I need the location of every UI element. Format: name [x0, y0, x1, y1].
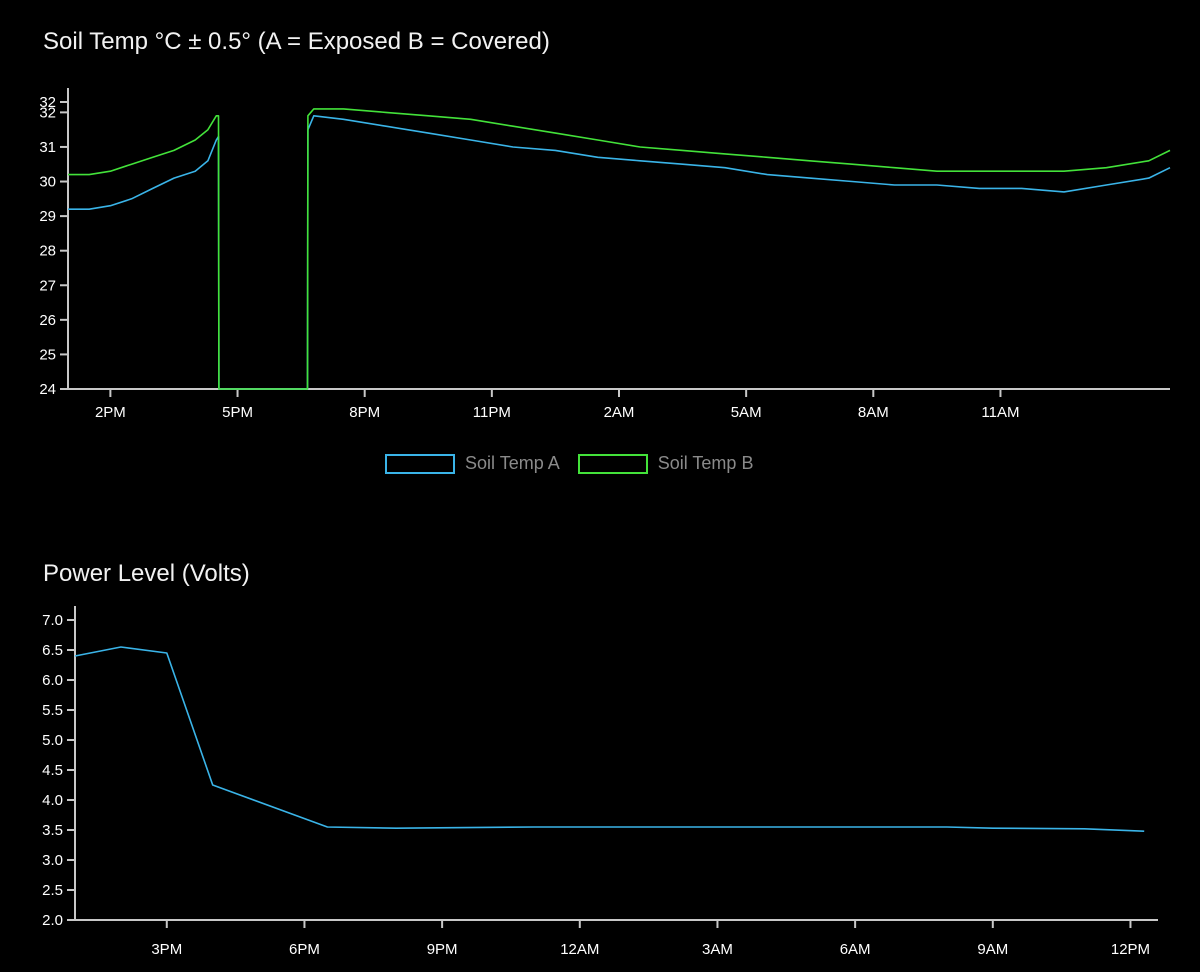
power-y-tick-label: 3.5	[42, 822, 63, 839]
soil-y-tick-label: 25	[39, 346, 56, 363]
soil-y-tick-label: 24	[39, 381, 56, 398]
legend-swatch-soil-temp-b	[577, 453, 648, 474]
soil-y-tick-label: 31	[39, 139, 56, 156]
power-y-tick-label: 4.5	[42, 762, 63, 779]
power-series-line-1	[74, 646, 1145, 832]
power-x-tick-label: 3AM	[702, 941, 733, 958]
soil-y-tick-label: 27	[39, 277, 56, 294]
power-x-tick-label: 9AM	[977, 941, 1008, 958]
power-y-tick-label: 7.0	[42, 612, 63, 629]
soil-x-tick-label: 8AM	[858, 404, 889, 421]
soil-temp-legend: Soil Temp A Soil Temp B	[385, 453, 753, 474]
soil-x-tick-label: 2PM	[95, 404, 126, 421]
soil-series-line-1	[68, 115, 1171, 390]
soil-y-tick-label: 32	[39, 104, 56, 121]
soil-x-tick-label: 11PM	[473, 404, 511, 421]
legend-label-soil-temp-a: Soil Temp A	[465, 453, 560, 473]
soil-y-tick-label: 28	[39, 243, 56, 260]
soil-x-tick-label: 11AM	[981, 404, 1019, 421]
soil-x-tick-label: 2AM	[604, 404, 635, 421]
power-y-tick-label: 5.5	[42, 702, 63, 719]
power-x-tick-label: 12AM	[560, 941, 599, 958]
power-x-tick-label: 12PM	[1111, 941, 1150, 958]
power-level-chart-title: Power Level (Volts)	[43, 560, 250, 587]
power-y-tick-label: 6.5	[42, 642, 63, 659]
soil-series-line-2	[68, 108, 1171, 390]
soil-temp-chart-title: Soil Temp °C ± 0.5° (A = Exposed B = Cov…	[43, 28, 550, 55]
soil-y-tick-label: 26	[39, 312, 56, 329]
power-x-tick-label: 6AM	[840, 941, 871, 958]
soil-x-tick-label: 8PM	[349, 404, 380, 421]
power-x-tick-label: 9PM	[427, 941, 458, 958]
legend-label-soil-temp-b: Soil Temp B	[657, 453, 754, 473]
soil-x-tick-label: 5AM	[731, 404, 762, 421]
power-y-tick-label: 2.0	[42, 912, 63, 929]
power-y-tick-label: 3.0	[42, 852, 63, 869]
power-y-tick-label: 5.0	[42, 732, 63, 749]
power-y-tick-label: 6.0	[42, 672, 63, 689]
legend-item-soil-temp-b[interactable]: Soil Temp B	[577, 453, 754, 474]
soil-y-tick-label: 29	[39, 208, 56, 225]
legend-item-soil-temp-a[interactable]: Soil Temp A	[385, 453, 560, 474]
soil-y-tick-label: 30	[39, 174, 56, 191]
legend-swatch-soil-temp-a	[385, 453, 455, 474]
power-y-tick-label: 2.5	[42, 882, 63, 899]
soil-x-tick-label: 5PM	[222, 404, 253, 421]
power-x-tick-label: 3PM	[151, 941, 182, 958]
power-y-tick-label: 4.0	[42, 792, 63, 809]
soil-y-tick-label: 32	[39, 94, 56, 111]
power-x-tick-label: 6PM	[289, 941, 320, 958]
